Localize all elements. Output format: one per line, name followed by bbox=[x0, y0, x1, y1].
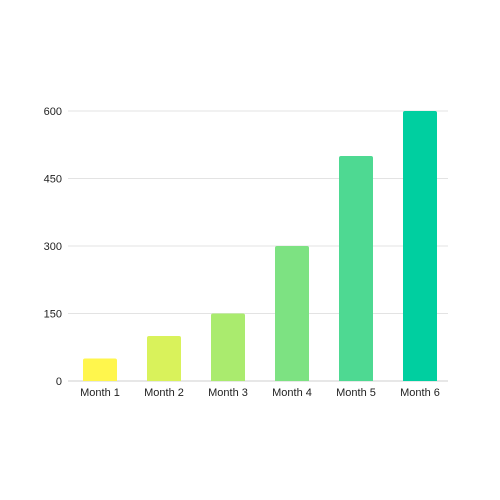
x-tick-label: Month 3 bbox=[208, 387, 248, 399]
x-tick-label: Month 5 bbox=[336, 387, 376, 399]
y-tick-label: 150 bbox=[44, 309, 62, 321]
x-tick-label: Month 2 bbox=[144, 387, 184, 399]
y-axis-ticks: 0 150 300 450 600 bbox=[44, 106, 62, 388]
bars bbox=[83, 111, 437, 381]
bar-month-1 bbox=[83, 358, 117, 381]
x-axis-ticks: Month 1 Month 2 Month 3 Month 4 Month 5 Month… bbox=[80, 387, 440, 399]
y-tick-label: 0 bbox=[56, 376, 62, 388]
bar-month-3 bbox=[211, 313, 245, 381]
x-tick-label: Month 1 bbox=[80, 387, 120, 399]
bar-month-4 bbox=[275, 246, 309, 381]
x-tick-label: Month 4 bbox=[272, 387, 312, 399]
y-tick-label: 450 bbox=[44, 174, 62, 186]
y-tick-label: 600 bbox=[44, 106, 62, 118]
gridlines bbox=[68, 110, 448, 382]
bar-month-5 bbox=[339, 156, 373, 381]
bar-month-2 bbox=[147, 336, 181, 381]
y-tick-label: 300 bbox=[44, 241, 62, 253]
x-tick-label: Month 6 bbox=[400, 387, 440, 399]
bar-month-6 bbox=[403, 111, 437, 381]
